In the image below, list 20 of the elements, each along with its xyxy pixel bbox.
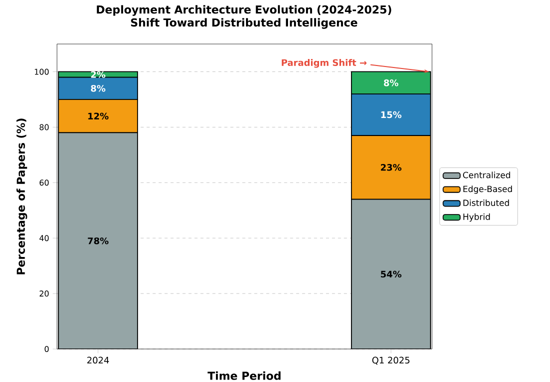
chart-title: Deployment Architecture Evolution (2024-2025) Shift Toward Distributed Intelligence (96, 5, 392, 29)
data-label: 23% (380, 164, 402, 171)
data-label: 8% (90, 84, 106, 92)
bar (58, 132, 138, 349)
legend-label: Hybrid (463, 213, 490, 222)
annotation: Paradigm Shift → (282, 59, 367, 68)
data-label: 54% (380, 270, 402, 278)
data-label: 78% (88, 237, 108, 244)
y-axis-title: Percentage of Papers (%) (16, 118, 28, 274)
legend-label: Edge-Based (463, 186, 512, 194)
data-label: 12% (88, 112, 108, 120)
data-label: 8% (384, 79, 398, 86)
x-tick-label: Q1 2025 (372, 356, 410, 365)
data-label: 15% (381, 111, 402, 118)
legend-label: Distributed (463, 199, 509, 206)
x-axis-title: Time Period (208, 371, 281, 380)
x-tick-label: 2024 (87, 356, 109, 364)
bar (350, 198, 431, 349)
legend-label: Centralized (463, 172, 510, 178)
data-label: 2% (91, 71, 106, 78)
